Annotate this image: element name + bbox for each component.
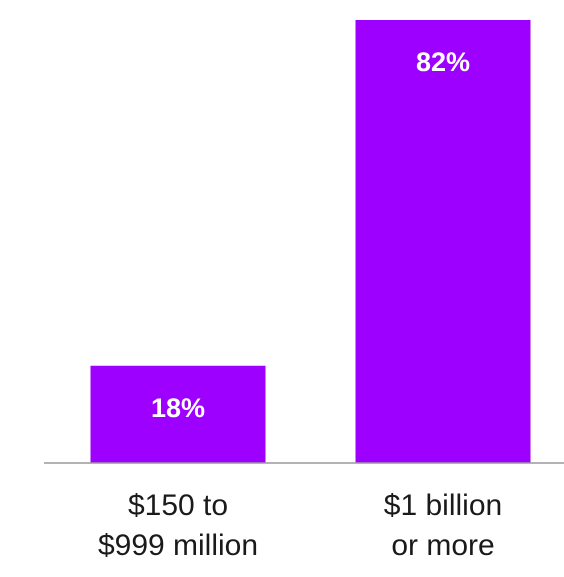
- labels-layer: 18% $150 to $999 million 82% $1 billion or mo…: [98, 47, 502, 562]
- bars-layer: [90, 20, 531, 463]
- x-tick-label-0: $150 to $999 million: [98, 489, 258, 562]
- x-tick-label-line: $999 million: [98, 529, 258, 562]
- data-label-1: 82%: [416, 47, 470, 77]
- x-tick-label-1: $1 billion or more: [384, 489, 502, 562]
- x-tick-label-line: or more: [391, 529, 494, 562]
- bar-0: [90, 365, 266, 463]
- x-tick-label-line: $1 billion: [384, 489, 502, 522]
- bar-1: [355, 20, 531, 463]
- x-tick-label-line: $150 to: [128, 489, 228, 522]
- data-label-0: 18%: [151, 393, 205, 423]
